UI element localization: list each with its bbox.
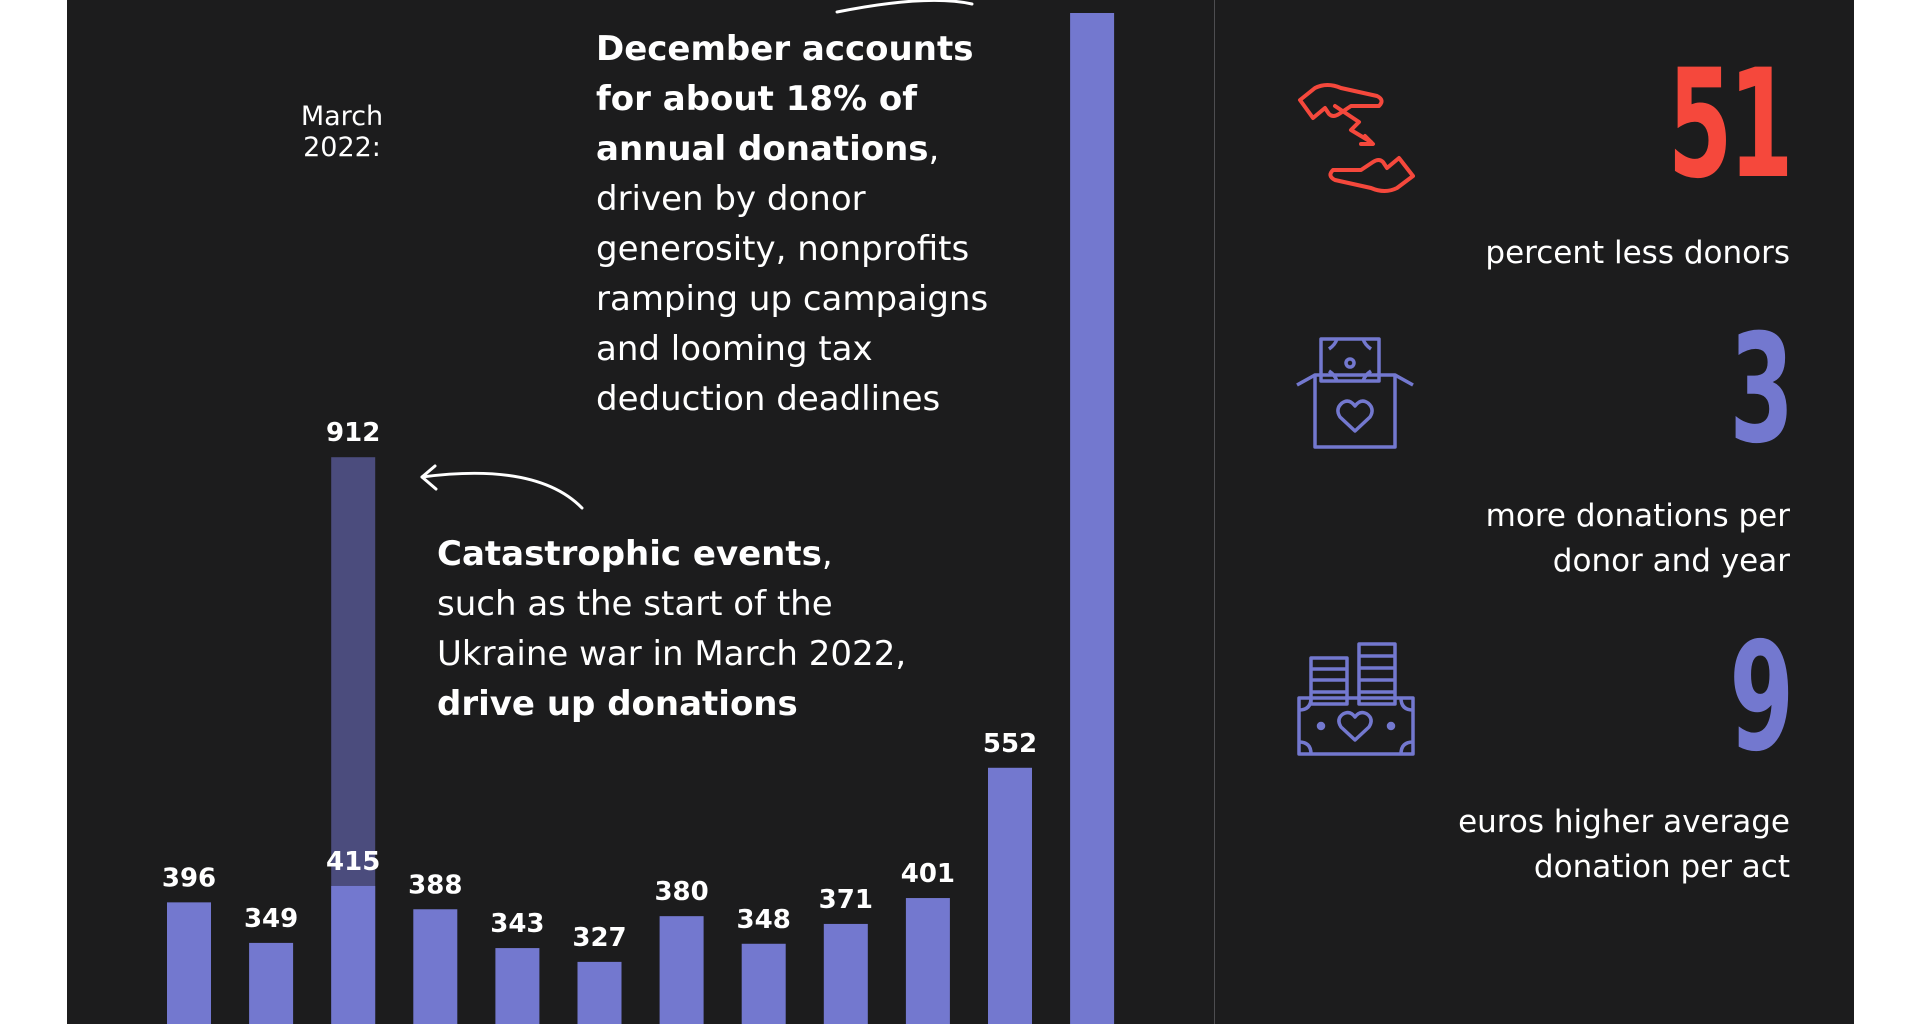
stat-text-donors: percent less donors — [1485, 235, 1790, 271]
bar-label-0: 396 — [162, 863, 216, 893]
bar-label-2: 415 — [326, 847, 380, 877]
panel-divider — [1214, 0, 1215, 1024]
december-annotation-comma: , — [928, 129, 940, 169]
arrow-head-march — [420, 464, 438, 491]
stat-text-euros: euros higher average donation per act — [1458, 804, 1790, 885]
arrow-to-march-bar — [420, 471, 584, 510]
donations-bar-chart: 912 396 349 415 388 343 327 380 348 371 401 552 — [162, 0, 1115, 1024]
bar-10 — [988, 767, 1032, 1024]
bar-label-6: 380 — [654, 877, 708, 907]
bar-0 — [167, 902, 211, 1024]
bar-label-10: 552 — [983, 729, 1037, 759]
bar-11 — [1070, 13, 1115, 1024]
money-stack-icon — [1297, 642, 1415, 756]
arrow-to-december-bar — [835, 0, 974, 14]
infographic-panel: 912 396 349 415 388 343 327 380 348 371 401 552 Mar… — [67, 0, 1854, 1024]
hands-giving-icon — [1298, 83, 1415, 193]
stat-number-donations: 3 — [1729, 303, 1794, 477]
catastrophic-annotation-bold-2: drive up donations — [437, 684, 798, 724]
bar-label-9: 401 — [901, 859, 955, 889]
bar-7 — [741, 943, 786, 1024]
march-2022-label: March 2022: — [300, 101, 384, 163]
bar-label-8: 371 — [819, 885, 873, 915]
bar-label-4: 343 — [490, 909, 544, 939]
donation-box-icon — [1296, 337, 1414, 449]
catastrophic-events-annotation: Catastrophic events, such as the start o… — [437, 529, 917, 729]
bar-label-5: 327 — [572, 923, 626, 953]
stat-number-euros: 9 — [1729, 611, 1794, 785]
bar-3 — [413, 909, 458, 1024]
bar-label-highlight: 912 — [326, 418, 380, 448]
stat-text-donations: more donations per donor and year — [1485, 498, 1790, 579]
bar-8 — [823, 923, 868, 1024]
bar-label-1: 349 — [244, 904, 298, 934]
stat-number-donors: 51 — [1668, 38, 1794, 212]
bar-5 — [577, 961, 622, 1024]
bar-1 — [249, 942, 294, 1024]
bar-9 — [905, 898, 950, 1024]
bar-label-3: 388 — [408, 870, 462, 900]
catastrophic-annotation-text: , such as the start of the Ukraine war i… — [437, 534, 907, 674]
december-annotation: December accounts for about 18% of annua… — [596, 24, 1036, 424]
catastrophic-annotation-bold: Catastrophic events — [437, 534, 822, 574]
december-annotation-bold: December accounts for about 18% of annua… — [596, 29, 974, 169]
december-annotation-text: driven by donor generosity, nonprofits r… — [596, 179, 989, 419]
bar-2 — [331, 885, 376, 1024]
bar-label-7: 348 — [737, 905, 791, 935]
bar-6 — [659, 916, 704, 1024]
bar-4 — [495, 948, 540, 1024]
